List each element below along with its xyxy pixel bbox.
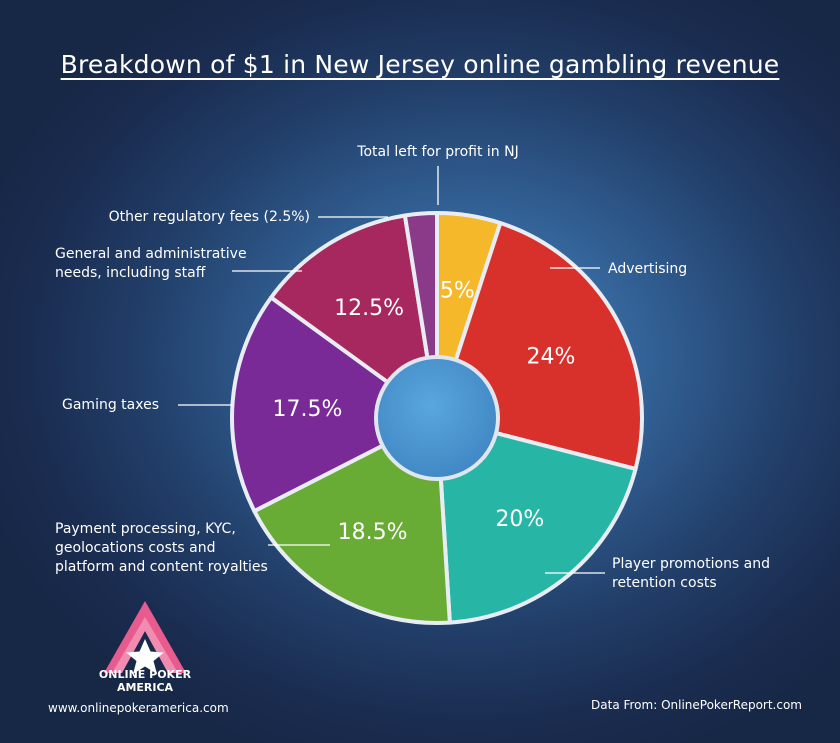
callout-other-fees: Other regulatory fees (2.5%) — [109, 209, 310, 225]
slice-value-label: 18.5% — [338, 520, 408, 545]
website-link[interactable]: www.onlinepokeramerica.com — [48, 701, 229, 715]
logo-line2: AMERICA — [116, 681, 174, 694]
callout-player-line1: Player promotions and — [612, 556, 770, 572]
pie-slice-general-and-administrative-needs-including-staff — [269, 213, 439, 420]
slice-value-label: 5% — [440, 279, 475, 304]
callout-payment-line2: geolocations costs and — [55, 540, 216, 556]
pie-slice-gaming-taxes — [230, 295, 439, 514]
slice-value-label: 24% — [526, 344, 575, 369]
callout-player-line2: retention costs — [612, 575, 717, 591]
callout-payment-line3: platform and content royalties — [55, 559, 268, 575]
value-labels-group: 5% 24% 20% 18.5% 17.5% 12.5% — [272, 279, 575, 545]
slice-value-label: 17.5% — [272, 397, 342, 422]
callout-profit: Total left for profit in NJ — [356, 144, 518, 160]
slice-value-label: 12.5% — [334, 296, 404, 321]
slice-value-label: 20% — [495, 507, 544, 532]
callout-advertising: Advertising — [608, 261, 687, 277]
callout-gaming-taxes: Gaming taxes — [62, 397, 159, 413]
logo-text: ONLINE POKER AMERICA — [80, 668, 210, 694]
star-a-logo-icon — [104, 601, 186, 674]
pie-slice-player-promotions-and-retention-costs — [435, 416, 638, 625]
slices-group — [230, 211, 644, 625]
callout-general-line2: needs, including staff — [55, 265, 206, 281]
data-source: Data From: OnlinePokerReport.com — [591, 698, 802, 712]
logo-line1: ONLINE POKER — [98, 668, 192, 681]
callout-payment-line1: Payment processing, KYC, — [55, 521, 236, 537]
chart-title: Breakdown of $1 in New Jersey online gam… — [60, 50, 780, 79]
callout-general-line1: General and administrative — [55, 246, 247, 262]
callout-lines — [178, 166, 605, 574]
center-hole — [374, 355, 500, 481]
